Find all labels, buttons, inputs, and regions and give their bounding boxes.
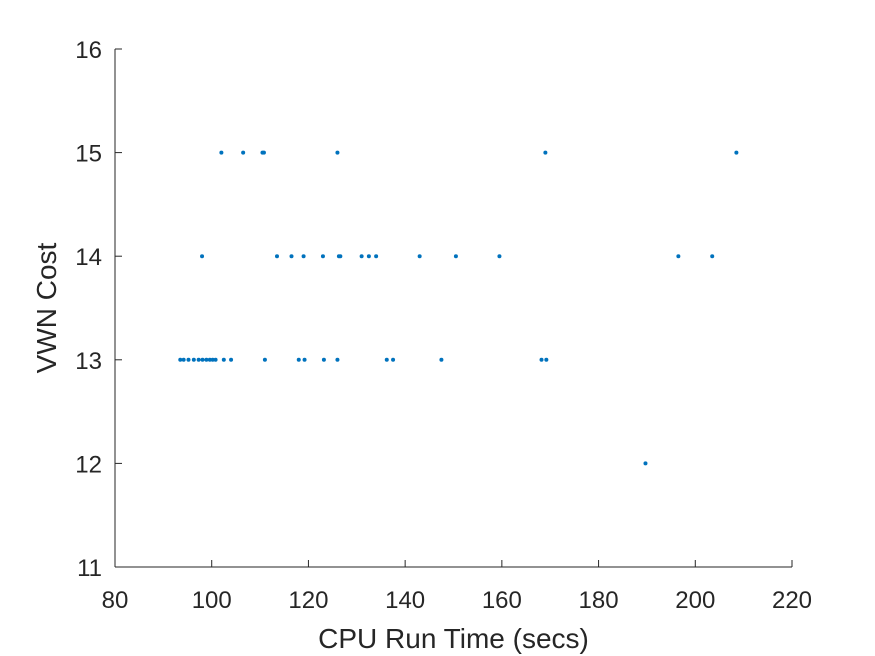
data-point [181, 357, 186, 362]
data-point [543, 150, 548, 155]
data-point [676, 254, 681, 259]
data-point [366, 254, 371, 259]
y-tick-label: 12 [75, 451, 102, 478]
data-point [191, 357, 196, 362]
x-tick-label: 100 [192, 587, 232, 614]
data-point [241, 150, 246, 155]
x-tick-label: 200 [675, 587, 715, 614]
data-points [178, 150, 739, 466]
data-point [200, 357, 205, 362]
data-point [262, 357, 267, 362]
data-point [335, 357, 340, 362]
y-tick-label: 15 [75, 141, 102, 168]
data-point [178, 357, 183, 362]
data-point [338, 254, 343, 259]
x-axis-ticks: 80 100 120 140 160 180 200 220 [102, 560, 812, 614]
data-point [261, 150, 266, 155]
data-point [439, 357, 444, 362]
data-point [643, 461, 648, 466]
data-point [710, 254, 715, 259]
data-point [289, 254, 294, 259]
x-tick-label: 80 [102, 587, 129, 614]
data-point [301, 254, 306, 259]
data-point [302, 357, 307, 362]
data-point [229, 357, 234, 362]
data-point [539, 357, 544, 362]
data-point [374, 254, 379, 259]
data-point [204, 357, 209, 362]
data-point [453, 254, 458, 259]
x-tick-label: 160 [482, 587, 522, 614]
y-tick-label: 16 [75, 37, 102, 64]
data-point [200, 254, 205, 259]
data-point [734, 150, 739, 155]
data-point [320, 254, 325, 259]
axes [114, 49, 792, 568]
data-point [186, 357, 191, 362]
data-point [196, 357, 201, 362]
x-tick-label: 220 [772, 587, 812, 614]
data-point [296, 357, 301, 362]
x-axis-label: CPU Run Time (secs) [318, 623, 589, 654]
data-point [497, 254, 502, 259]
data-point [384, 357, 389, 362]
x-tick-label: 120 [288, 587, 328, 614]
data-point [544, 357, 549, 362]
data-point [207, 357, 212, 362]
y-tick-label: 13 [75, 348, 102, 375]
data-point [219, 150, 224, 155]
data-point [221, 357, 226, 362]
y-axis-ticks: 11 12 13 14 15 16 [75, 37, 122, 582]
data-point [213, 357, 218, 362]
x-tick-label: 140 [385, 587, 425, 614]
y-tick-label: 11 [77, 555, 102, 582]
data-point [359, 254, 364, 259]
data-point [417, 254, 422, 259]
data-point [391, 357, 396, 362]
y-tick-label: 14 [75, 244, 102, 271]
data-point [210, 357, 215, 362]
y-axis-label: VWN Cost [31, 242, 62, 373]
x-tick-label: 180 [579, 587, 619, 614]
data-point [274, 254, 279, 259]
data-point [321, 357, 326, 362]
data-point [335, 150, 340, 155]
